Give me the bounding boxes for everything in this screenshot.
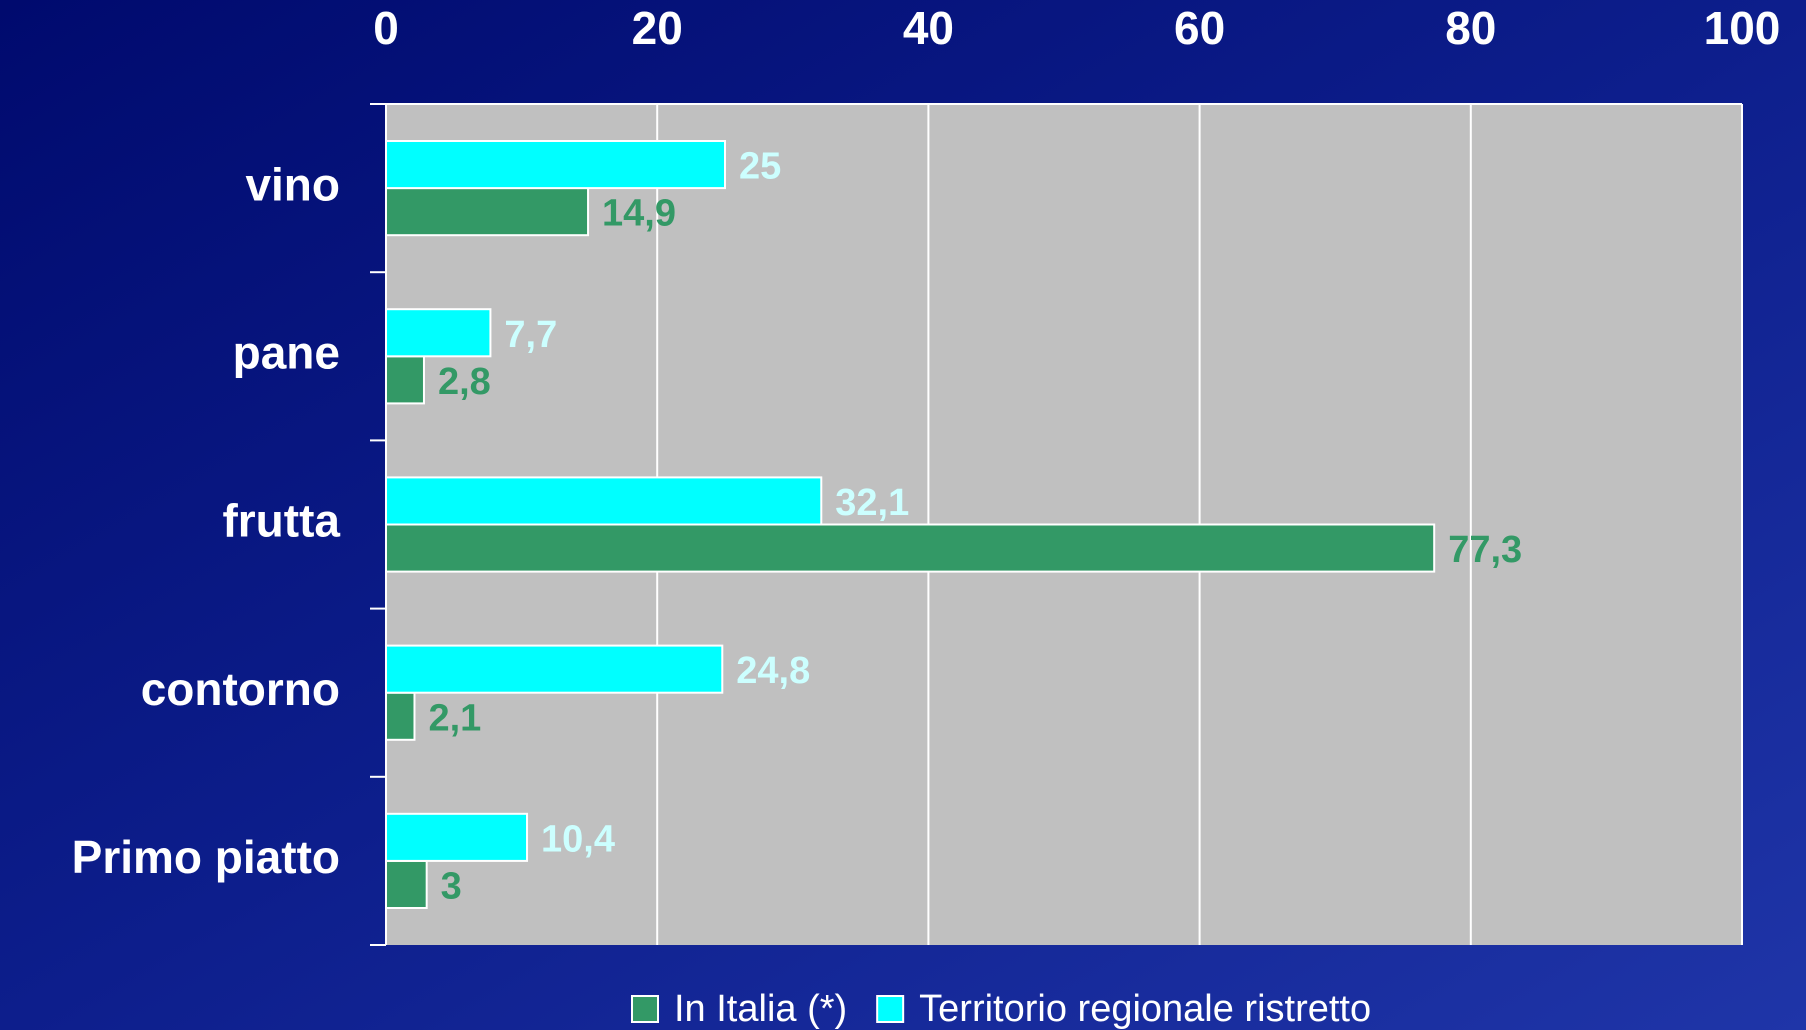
y-tick-label: pane (233, 326, 340, 378)
bar (385, 355, 425, 405)
value-label: 24,8 (736, 650, 810, 692)
y-tick-label: vino (245, 158, 340, 210)
legend-swatch (631, 995, 659, 1023)
y-tick-label: Primo piatto (72, 831, 340, 883)
bar (385, 476, 823, 526)
bar (385, 644, 724, 694)
bar (385, 691, 416, 741)
value-label: 25 (739, 146, 781, 188)
x-tick-label: 60 (1174, 2, 1225, 54)
value-label: 32,1 (835, 482, 909, 524)
bar (385, 140, 726, 190)
value-label: 10,4 (541, 818, 615, 860)
value-label: 2,1 (428, 697, 481, 739)
value-label: 2,8 (438, 361, 491, 403)
legend-swatch (876, 995, 905, 1023)
legend-label: Territorio regionale ristretto (919, 988, 1371, 1030)
bar (385, 523, 1436, 573)
bar (385, 308, 492, 358)
legend-label: In Italia (*) (674, 988, 847, 1030)
x-tick-label: 40 (903, 2, 954, 54)
value-label: 77,3 (1448, 529, 1522, 571)
x-tick-label: 0 (373, 2, 399, 54)
y-tick-label: frutta (222, 495, 340, 547)
bar (385, 812, 529, 862)
x-tick-label: 20 (632, 2, 683, 54)
x-tick-label: 80 (1445, 2, 1496, 54)
x-tick-label: 100 (1704, 2, 1781, 54)
value-label: 14,9 (602, 193, 676, 235)
value-label: 7,7 (504, 314, 557, 356)
y-tick-label: contorno (141, 663, 340, 715)
value-label: 3 (441, 865, 462, 907)
bar (385, 187, 590, 237)
bar (385, 859, 428, 909)
